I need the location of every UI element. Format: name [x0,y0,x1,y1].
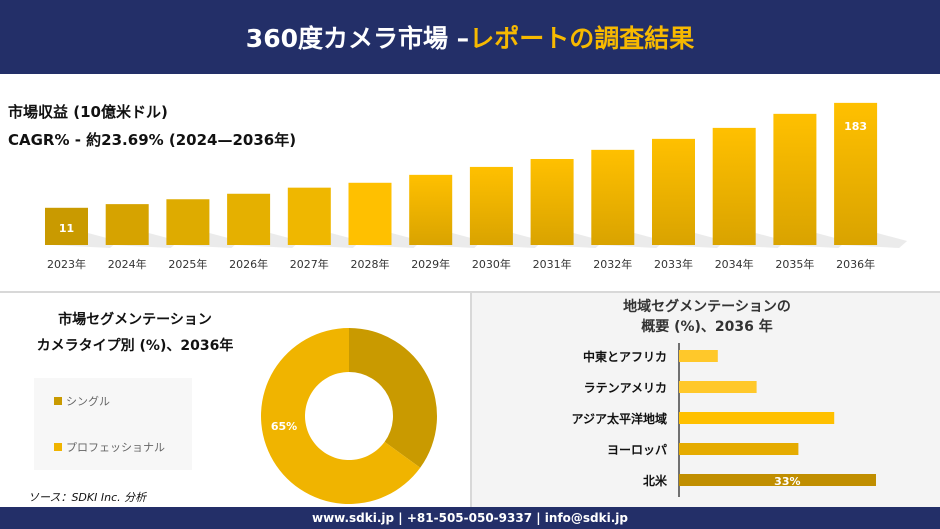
bar [591,149,635,245]
bar [105,204,149,245]
title-white: 360度カメラ市場 – [245,24,470,53]
category-label: アジア太平洋地域 [571,411,667,426]
segment-title-1: 市場セグメンテーション [58,312,212,328]
x-tick-label: 2023年 [47,257,86,271]
cagr-subtitle: CAGR% - 約23.69% (2024—2036年) [8,131,297,149]
x-tick-label: 2032年 [593,257,632,271]
legend-item: プロフェッショナル [54,439,165,455]
source-note: ソース：SDKI Inc. 分析 [28,491,147,504]
footer-contact: www.sdki.jp | +81-505-050-9337 | info@sd… [0,507,940,529]
x-tick-label: 2027年 [290,257,329,271]
x-tick-label: 2034年 [715,257,754,271]
x-tick-label: 2028年 [351,257,390,271]
category-label: 中東とアフリカ [583,349,667,364]
bar [348,182,392,245]
bar [45,207,88,245]
region-title-2: 概要 (%)、2036 年 [641,319,773,335]
x-tick-label: 2031年 [533,257,572,271]
bar [679,474,876,486]
bar [773,113,817,245]
region-segment: 地域セグメンテーションの 概要 (%)、2036 年 中東とアフリカ ラテンアメリカ… [470,293,940,507]
bar [679,381,757,393]
data-label: 65% [271,420,297,433]
bar [287,187,331,245]
revenue-chart: 市場収益 (10億米ドル) CAGR% - 約23.69% (2024—2036… [0,74,940,291]
bar [679,412,835,424]
x-tick-label: 2033年 [654,257,693,271]
bar [834,102,878,246]
data-label: 11 [59,222,74,235]
region-title-1: 地域セグメンテーションの [623,299,791,315]
bar [227,193,271,245]
camera-type-segment: 市場セグメンテーション カメラタイプ別 (%)、2036年 シングル プロフェッ… [0,293,470,507]
x-tick-label: 2030年 [472,257,511,271]
donut-slice [349,328,437,468]
legend-item: シングル [54,393,110,409]
x-tick-label: 2024年 [108,257,147,271]
x-tick-label: 2036年 [836,257,875,271]
divider [0,291,940,293]
category-label: ラテンアメリカ [584,381,667,395]
bar [409,174,453,245]
x-tick-label: 2025年 [168,257,207,271]
page-header: 360度カメラ市場 – レポートの調査結果 [0,0,940,74]
bar [679,350,718,362]
category-label: ヨーロッパ [607,443,667,457]
segment-title-2: カメラタイプ別 (%)、2036年 [36,338,234,354]
bar [166,199,210,245]
data-label: 183 [844,120,867,133]
data-label: 33% [774,475,800,488]
revenue-title: 市場収益 (10億米ドル) [8,103,168,121]
donut-slice [261,328,421,504]
bar [652,138,695,245]
x-tick-label: 2026年 [229,257,268,271]
legend: シングル プロフェッショナル [34,378,192,470]
bar [679,443,799,455]
bar [712,127,756,245]
bar [469,166,513,245]
title-yellow: レポートの調査結果 [469,24,695,53]
bar [530,158,574,245]
x-tick-label: 2029年 [411,257,450,271]
x-tick-label: 2035年 [775,257,814,271]
category-label: 北米 [643,473,668,488]
